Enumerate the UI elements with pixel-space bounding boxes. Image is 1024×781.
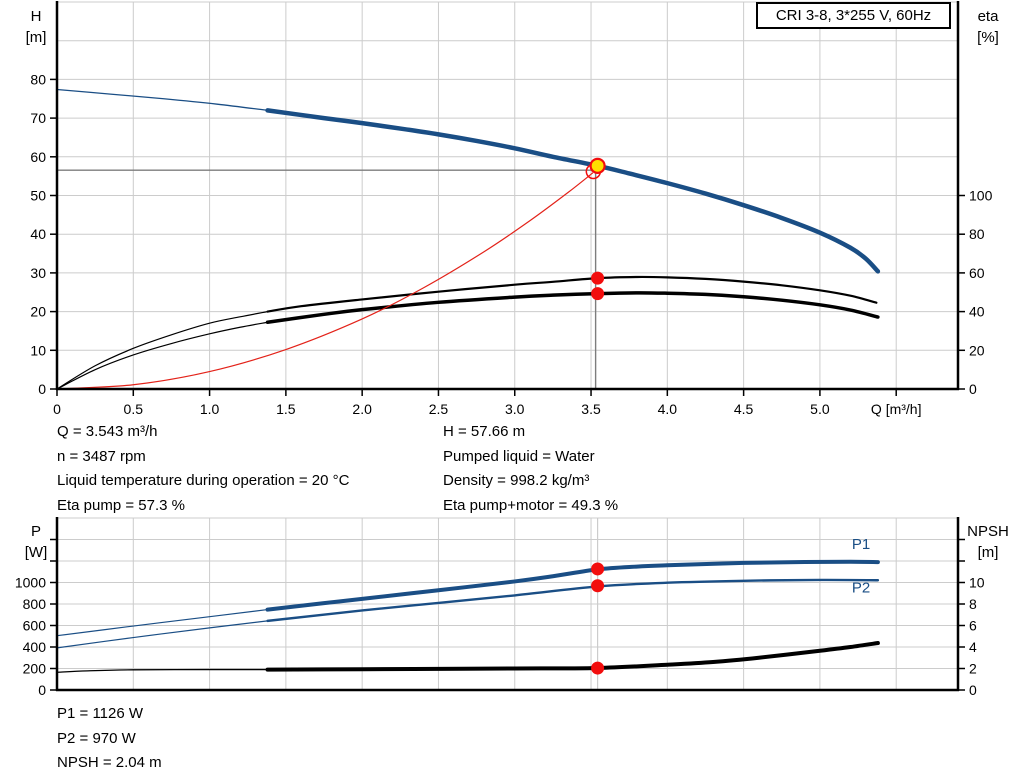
npsh-axis-title-unit: [m] xyxy=(977,544,999,561)
right-axis-tick-label: 20 xyxy=(969,342,985,358)
qh-eta-chart: 0 10 20 30 40 50 60 70 80 0 20 40 60 80 100 0 0.5 1.0 1.5 2… xyxy=(30,1,993,417)
result-line-p2: P2 = 970 W xyxy=(57,729,136,747)
p2-curve-label: P2 xyxy=(852,580,870,597)
left-axis-tick-label: 1000 xyxy=(15,575,46,591)
operating-value-dot xyxy=(591,287,605,301)
info-line-q: Q = 3.543 m³/h xyxy=(57,423,158,440)
right-axis-tick-label: 100 xyxy=(969,188,993,204)
pump-qh-curve xyxy=(265,108,881,274)
x-axis-tick-label: 2.0 xyxy=(352,401,372,417)
eta-pump-motor-curve xyxy=(265,291,880,324)
left-axis-tick-label: 70 xyxy=(30,110,46,126)
x-axis-tick-label: 2.5 xyxy=(429,401,449,417)
npsh-curve xyxy=(56,668,269,673)
info-line-head: H = 57.66 m xyxy=(443,423,526,440)
p2-curve xyxy=(56,620,269,649)
x-axis-tick-label: 4.5 xyxy=(734,401,754,417)
x-axis-tick-label: 3.5 xyxy=(581,401,601,417)
left-axis-tick-label: 20 xyxy=(30,304,46,320)
eta-pump-curve xyxy=(56,311,269,390)
right-axis-tick-label: 6 xyxy=(969,618,977,634)
info-line-speed: n = 3487 rpm xyxy=(57,447,146,465)
npsh-curve xyxy=(265,641,880,672)
right-axis-tick-label: 8 xyxy=(969,596,977,612)
x-axis-tick-label: 0 xyxy=(53,401,61,417)
eta-axis-title: eta [%] xyxy=(964,6,1012,48)
left-axis-tick-label: 40 xyxy=(30,226,46,242)
operating-value-dot xyxy=(591,562,605,576)
duty-point[interactable] xyxy=(589,157,606,174)
h-axis-title-unit: [m] xyxy=(25,29,47,46)
x-axis-tick-label: 1.5 xyxy=(276,401,296,417)
x-axis-tick-label: 5.0 xyxy=(810,401,830,417)
p-axis-title-symbol: P xyxy=(30,523,41,540)
operating-value-dot xyxy=(591,579,605,593)
right-axis-tick-label: 80 xyxy=(969,226,985,242)
system-curve xyxy=(56,172,594,390)
right-axis-tick-label: 40 xyxy=(969,304,985,320)
eta-axis-title-unit: [%] xyxy=(977,29,999,46)
left-axis-tick-label: 400 xyxy=(23,639,47,655)
left-axis-tick-label: 60 xyxy=(30,149,46,165)
left-axis-tick-label: 0 xyxy=(38,381,46,397)
result-line-npsh: NPSH = 2.04 m xyxy=(57,754,162,772)
operating-value-dot xyxy=(591,661,605,675)
pump-model-box: CRI 3-8, 3*255 V, 60Hz xyxy=(756,2,951,29)
eta-pump-curve xyxy=(266,275,878,313)
x-axis-tick-label: 4.0 xyxy=(658,401,678,417)
info-line-eta-pump: Eta pump = 57.3 % xyxy=(57,497,185,515)
left-axis-tick-label: 200 xyxy=(23,661,47,677)
right-axis-tick-label: 0 xyxy=(969,682,977,698)
pump-qh-curve xyxy=(56,88,269,112)
pump-model-label: CRI 3-8, 3*255 V, 60Hz xyxy=(775,7,932,24)
h-axis-title: H [m] xyxy=(14,6,58,48)
x-axis-title: Q [m³/h] xyxy=(871,401,922,417)
x-axis-tick-label: 0.5 xyxy=(124,401,144,417)
left-axis-tick-label: 50 xyxy=(30,188,46,204)
duty-info-left-column: Q = 3.543 m³/h n = 3487 rpm Liquid tempe… xyxy=(57,420,349,519)
eta-axis-title-symbol: eta xyxy=(977,8,999,25)
right-axis-tick-label: 60 xyxy=(969,265,985,281)
left-axis-tick-label: 30 xyxy=(30,265,46,281)
p1-curve xyxy=(56,608,269,637)
power-npsh-chart: P1 P2 0 200 400 600 800 1000 0 2 4 6 8 10 xyxy=(15,517,985,698)
right-axis-tick-label: 4 xyxy=(969,639,977,655)
result-line-p1: P1 = 1126 W xyxy=(57,705,144,722)
result-column: P1 = 1126 W P2 = 970 W NPSH = 2.04 m xyxy=(57,702,162,776)
x-axis-tick-label: 3.0 xyxy=(505,401,525,417)
eta-pump-motor-curve xyxy=(56,321,269,390)
info-line-density: Density = 998.2 kg/m³ xyxy=(443,472,590,490)
left-axis-tick-label: 10 xyxy=(30,342,46,358)
left-axis-tick-label: 800 xyxy=(23,596,47,612)
h-axis-title-symbol: H xyxy=(30,8,42,25)
p-axis-title-unit: [W] xyxy=(24,544,48,561)
left-axis-tick-label: 80 xyxy=(30,71,46,87)
left-axis-tick-label: 0 xyxy=(38,682,46,698)
p1-curve xyxy=(265,559,880,612)
info-line-liquid: Pumped liquid = Water xyxy=(443,447,595,465)
info-line-eta-pump-motor: Eta pump+motor = 49.3 % xyxy=(443,497,619,515)
right-axis-tick-label: 0 xyxy=(969,381,977,397)
x-axis-tick-label: 1.0 xyxy=(200,401,220,417)
right-axis-tick-label: 10 xyxy=(969,575,985,591)
p1-curve-label: P1 xyxy=(852,536,870,553)
npsh-axis-title: NPSH [m] xyxy=(956,521,1020,563)
right-axis-tick-label: 2 xyxy=(969,661,977,677)
operating-value-dot xyxy=(591,271,605,285)
info-line-temperature: Liquid temperature during operation = 20… xyxy=(57,472,350,490)
duty-info-right-column: H = 57.66 m Pumped liquid = Water Densit… xyxy=(443,420,618,519)
npsh-axis-title-symbol: NPSH xyxy=(967,523,1009,540)
left-axis-tick-label: 600 xyxy=(23,618,47,634)
p-axis-title: P [W] xyxy=(14,521,58,563)
